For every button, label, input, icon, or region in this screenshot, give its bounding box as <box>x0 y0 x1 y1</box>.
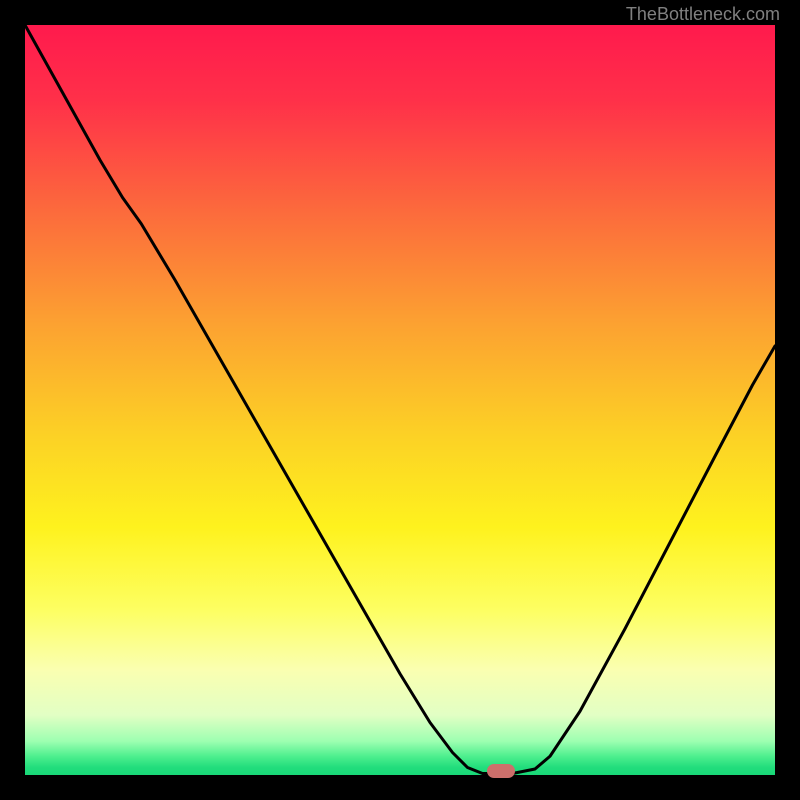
bottleneck-curve <box>25 25 775 775</box>
watermark-text: TheBottleneck.com <box>626 4 780 25</box>
plot-area <box>25 25 775 775</box>
optimal-marker <box>487 764 515 778</box>
